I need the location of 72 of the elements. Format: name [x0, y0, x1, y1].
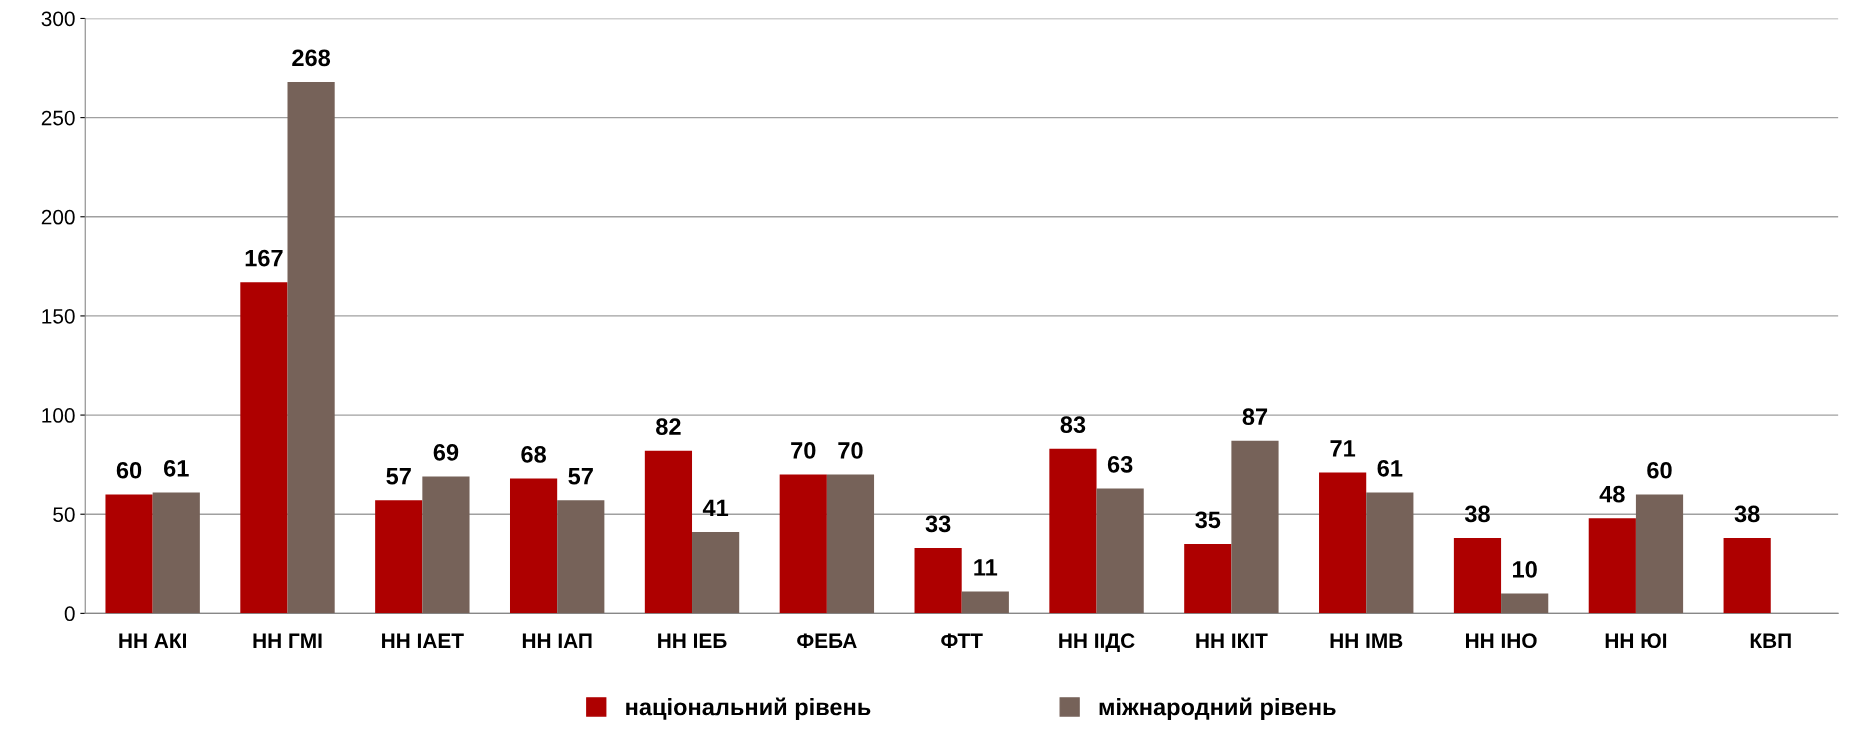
bar: [1231, 440, 1279, 614]
data-label: 60: [116, 461, 142, 479]
x-tick-label: НН ІАЕТ: [382, 633, 464, 648]
y-tick-label: 0: [64, 606, 75, 622]
data-label: 38: [1464, 505, 1490, 523]
bar: [1453, 538, 1502, 614]
bar: [1184, 543, 1232, 614]
bar: [287, 81, 335, 614]
data-label: 38: [1734, 505, 1760, 523]
bar: [1501, 593, 1549, 614]
data-label: 83: [1060, 416, 1086, 434]
data-label: 167: [245, 249, 283, 267]
bar: [1588, 518, 1636, 614]
x-tick-label: НН ІЕБ: [658, 633, 727, 648]
bar: [1635, 494, 1684, 614]
x-tick-label: НН ІІДС: [1059, 633, 1135, 653]
data-label: 82: [656, 418, 681, 435]
bar: [375, 500, 423, 614]
x-tick-label: ФТТ: [941, 633, 983, 649]
data-label: 70: [791, 442, 816, 459]
legend-label: національний рівень: [626, 697, 871, 721]
y-tick-label: 200: [41, 209, 75, 225]
y-tick-label: 50: [53, 507, 75, 522]
bar: [1723, 538, 1771, 614]
legend-label: міжнародний рівень: [1099, 697, 1336, 721]
data-label: 41: [702, 499, 729, 517]
data-label: 70: [838, 442, 863, 459]
bar: [961, 591, 1009, 614]
data-label: 61: [163, 459, 189, 477]
y-tick-label: 150: [42, 308, 75, 324]
data-label: 68: [521, 446, 546, 463]
bar: [1096, 488, 1144, 614]
bar: [240, 282, 288, 614]
bar: [105, 494, 153, 614]
bar: [557, 500, 605, 614]
data-label: 48: [1599, 485, 1625, 503]
x-tick-label: НН ІНО: [1466, 633, 1537, 649]
y-tick-label: 100: [42, 408, 75, 423]
data-label: 35: [1195, 511, 1221, 529]
y-tick-label: 250: [41, 110, 75, 126]
x-tick-label: НН ІКІТ: [1196, 633, 1268, 648]
y-tick-label: 300: [41, 11, 75, 27]
bar: [1319, 472, 1367, 614]
data-label: 87: [1242, 408, 1268, 426]
data-label: 69: [433, 444, 459, 461]
bar: [509, 478, 558, 614]
data-label: 57: [386, 468, 411, 485]
data-label: 10: [1513, 561, 1537, 578]
data-label: 71: [1330, 440, 1356, 457]
bar: [152, 492, 200, 614]
x-tick-label: НН АКІ: [119, 633, 186, 648]
x-tick-label: ФЕБА: [797, 633, 857, 649]
data-label: 61: [1377, 459, 1403, 477]
bar: [779, 474, 827, 614]
bar: [826, 474, 875, 614]
x-tick-label: НН ІАП: [522, 633, 592, 648]
bar: [644, 450, 693, 614]
data-label: 57: [568, 468, 593, 485]
x-tick-label: НН ЮІ: [1605, 633, 1667, 649]
data-label: 63: [1107, 455, 1133, 473]
bar: [1366, 492, 1414, 614]
bar: [422, 476, 470, 614]
bar: [692, 532, 740, 614]
x-tick-label: НН ГМІ: [253, 633, 322, 648]
x-tick-label: КВП: [1750, 633, 1791, 648]
x-tick-label: НН ІМВ: [1330, 633, 1403, 648]
bar: [914, 547, 962, 614]
data-label: 268: [292, 49, 331, 67]
bar: [1049, 448, 1097, 614]
data-label: 33: [925, 515, 951, 533]
data-label: 60: [1647, 461, 1672, 479]
data-label: 11: [974, 559, 998, 576]
